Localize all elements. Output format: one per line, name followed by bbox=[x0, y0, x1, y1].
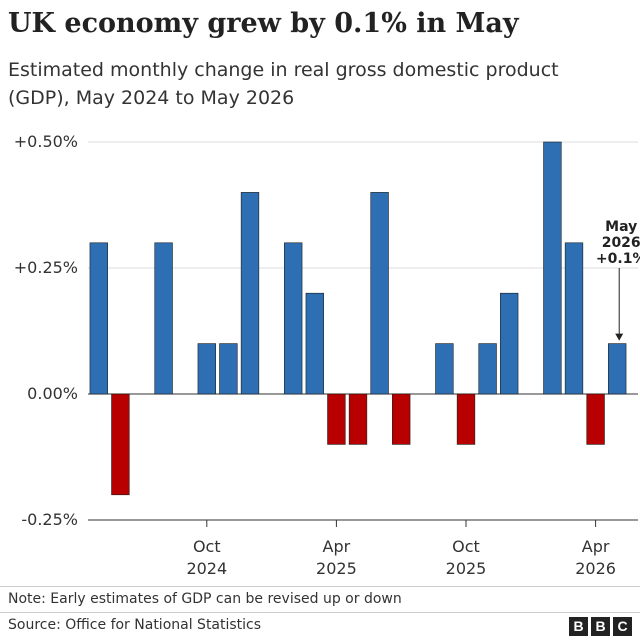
chart-title: UK economy grew by 0.1% in May bbox=[8, 8, 519, 39]
bar bbox=[240, 192, 260, 395]
x-tick-label: 2024 bbox=[186, 559, 227, 578]
bar bbox=[111, 393, 130, 496]
x-tick-label: Oct bbox=[193, 537, 221, 556]
bar-chart: +0.50% +0.25% 0.00% -0.25% Oct 2024 Apr 2025 Oct… bbox=[14, 132, 640, 578]
x-tick-label: Apr bbox=[323, 537, 351, 556]
bar bbox=[154, 242, 173, 395]
bar bbox=[435, 343, 454, 395]
bar bbox=[305, 292, 324, 395]
chart-subtitle: Estimated monthly change in real gross d… bbox=[8, 59, 559, 109]
bar bbox=[370, 192, 389, 395]
x-tick-label: Apr bbox=[582, 537, 610, 556]
y-tick-label: -0.25% bbox=[21, 510, 78, 529]
y-tick-label: 0.00% bbox=[27, 384, 78, 403]
annotation-label: 2026 bbox=[602, 235, 640, 251]
chart-note: Note: Early estimates of GDP can be revi… bbox=[8, 591, 402, 607]
footer-divider bbox=[0, 586, 640, 587]
annotation-label: +0.1% bbox=[596, 251, 640, 267]
annotation-arrow-head bbox=[615, 333, 624, 341]
logo-letter: C bbox=[613, 617, 632, 636]
bar bbox=[478, 343, 497, 395]
bar bbox=[564, 242, 584, 395]
bar bbox=[197, 343, 216, 395]
bar bbox=[608, 343, 627, 395]
bar bbox=[327, 393, 346, 445]
annotation-label: May bbox=[605, 219, 637, 235]
chart-source: Source: Office for National Statistics bbox=[8, 617, 262, 633]
y-tick-label: +0.50% bbox=[14, 132, 78, 151]
y-tick-label: +0.25% bbox=[14, 258, 78, 277]
bar bbox=[284, 242, 303, 395]
bar bbox=[348, 393, 368, 445]
x-tick-label: 2025 bbox=[446, 559, 487, 578]
x-tick-label: 2025 bbox=[316, 559, 357, 578]
logo-letter: B bbox=[569, 617, 588, 636]
x-tick-label: Oct bbox=[452, 537, 480, 556]
bar bbox=[500, 292, 519, 395]
footer-divider bbox=[0, 612, 640, 613]
bar bbox=[456, 393, 476, 445]
bar bbox=[543, 141, 562, 395]
bar bbox=[392, 393, 411, 445]
x-tick-label: 2026 bbox=[575, 559, 616, 578]
logo-letter: B bbox=[591, 617, 610, 636]
bar bbox=[586, 393, 605, 445]
bbc-logo: B B C bbox=[569, 617, 632, 636]
bar bbox=[89, 242, 108, 395]
bar bbox=[219, 343, 238, 395]
